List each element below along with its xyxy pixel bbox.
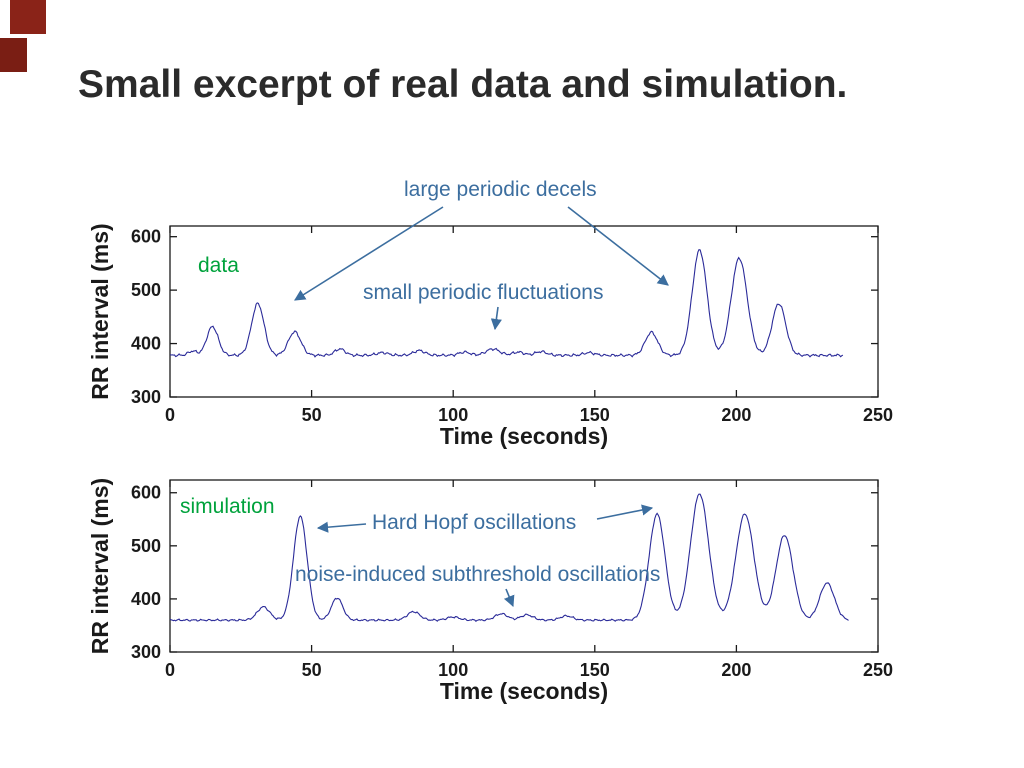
x-tick-label: 200 <box>721 660 751 680</box>
annotation-noise-induced-subthreshold: noise-induced subthreshold oscillations <box>295 563 661 586</box>
y-tick-label: 400 <box>131 589 161 609</box>
y-tick-label: 300 <box>131 387 161 407</box>
y-tick-label: 400 <box>131 334 161 354</box>
x-axis-label: Time (seconds) <box>440 678 608 704</box>
x-tick-label: 50 <box>302 405 322 425</box>
annotation-small-periodic-fluctuations: small periodic fluctuations <box>363 281 604 304</box>
rr-trace-data <box>169 249 844 358</box>
annotation-hard-hopf-oscillations: Hard Hopf oscillations <box>372 511 577 534</box>
annotation-arrow <box>567 206 669 286</box>
slide-title: Small excerpt of real data and simulatio… <box>78 63 848 106</box>
chart-simulation: 0 50 100 150 200 250 300 400 500 600 Time (seconds… <box>87 478 893 704</box>
annotation-arrow <box>596 504 654 520</box>
series-label-data: data <box>198 254 239 277</box>
y-tick-label: 600 <box>131 483 161 503</box>
corner-decoration-bottom <box>0 38 27 72</box>
x-tick-label: 100 <box>438 405 468 425</box>
y-tick-label: 500 <box>131 280 161 300</box>
x-tick-label: 0 <box>165 405 175 425</box>
x-tick-label: 200 <box>721 405 751 425</box>
x-tick-label: 100 <box>438 660 468 680</box>
chart-data: 0 50 100 150 200 250 300 400 500 600 Time (seconds… <box>87 223 893 449</box>
annotation-arrow <box>294 206 444 301</box>
x-tick-label: 0 <box>165 660 175 680</box>
series-label-simulation: simulation <box>180 495 275 518</box>
x-tick-label: 150 <box>580 660 610 680</box>
y-tick-label: 300 <box>131 642 161 662</box>
annotation-arrow <box>490 306 502 331</box>
annotation-arrows <box>294 206 669 608</box>
x-tick-label: 250 <box>863 660 893 680</box>
x-tick-label: 150 <box>580 405 610 425</box>
x-tick-label: 250 <box>863 405 893 425</box>
corner-decoration-top <box>10 0 46 34</box>
annotation-arrow <box>316 521 367 533</box>
y-axis-label: RR interval (ms) <box>87 223 113 399</box>
y-tick-label: 500 <box>131 536 161 556</box>
x-axis-label: Time (seconds) <box>440 423 608 449</box>
y-axis-label: RR interval (ms) <box>87 478 113 654</box>
rr-trace-simulation <box>169 493 849 623</box>
annotation-arrow <box>503 588 515 608</box>
annotation-large-periodic-decels: large periodic decels <box>404 178 597 201</box>
y-tick-label: 600 <box>131 227 161 247</box>
x-tick-label: 50 <box>302 660 322 680</box>
axes-box <box>169 225 879 398</box>
axes-box <box>169 479 879 653</box>
